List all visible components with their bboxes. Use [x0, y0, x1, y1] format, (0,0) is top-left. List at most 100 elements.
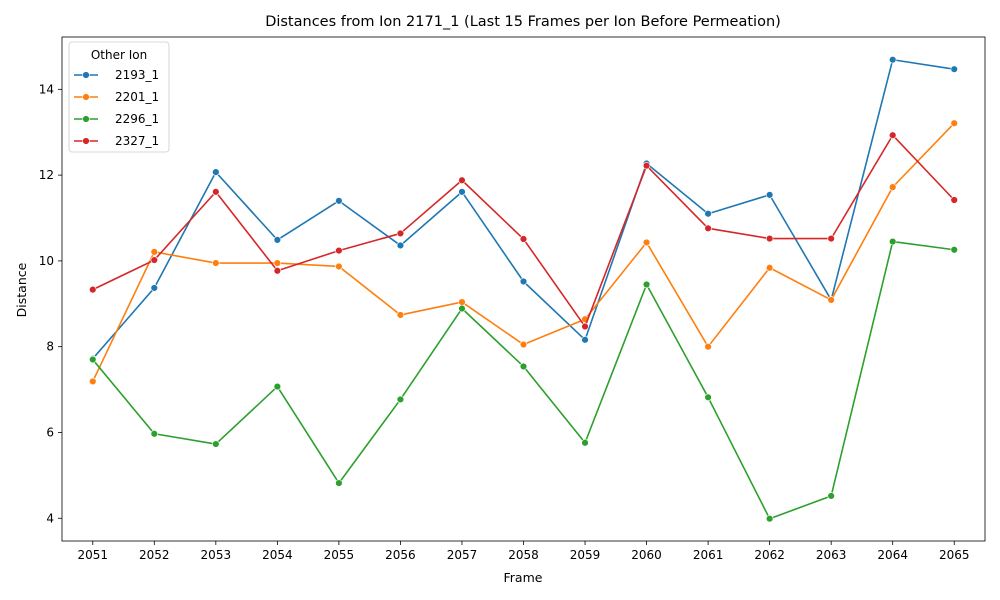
legend-box [68, 41, 170, 153]
data-point [273, 259, 282, 267]
data-point [827, 492, 835, 500]
x-tick-label: 2056 [385, 548, 416, 562]
data-point [396, 241, 405, 250]
y-tick-label: 8 [46, 340, 54, 354]
legend: Other Ion 2193_1 2201_1 2296_1 2327_1 [68, 41, 170, 153]
data-point [704, 224, 712, 233]
series-line [92, 58, 955, 360]
y-tick-label: 4 [46, 511, 54, 525]
data-point [150, 256, 159, 264]
x-axis: 2051 2052 2053 2054 2055 2056 2057 2058 2059 2060… [77, 541, 970, 562]
data-point [335, 262, 343, 271]
legend-item: 2201_1 [74, 90, 159, 104]
data-point [273, 236, 282, 244]
data-point [458, 304, 466, 313]
data-point [581, 336, 589, 344]
plot-frame [61, 36, 986, 542]
series-3 [89, 237, 958, 523]
x-axis-label: Frame [504, 570, 543, 585]
legend-item: 2193_1 [74, 68, 159, 82]
data-point [888, 131, 897, 139]
chart-title: Distances from Ion 2171_1 (Last 15 Frame… [265, 14, 781, 30]
data-point [519, 235, 528, 243]
data-point [765, 234, 774, 243]
x-tick-label: 2063 [816, 548, 847, 562]
data-point [765, 514, 774, 523]
legend-label: 2201_1 [115, 90, 159, 104]
x-tick-label: 2059 [570, 548, 601, 562]
series-4 [89, 131, 958, 331]
data-point [212, 188, 220, 196]
data-point [273, 382, 282, 391]
data-point [89, 377, 97, 386]
data-point [704, 342, 712, 351]
data-point [458, 298, 466, 306]
plot-area [61, 36, 986, 542]
legend-label: 2296_1 [115, 112, 159, 126]
data-point [519, 362, 528, 371]
series-2 [89, 119, 958, 386]
legend-label: 2327_1 [115, 134, 159, 148]
y-tick-label: 12 [39, 168, 54, 182]
data-point [212, 259, 220, 267]
x-tick-label: 2064 [877, 548, 908, 562]
x-tick-label: 2057 [447, 548, 478, 562]
series-layer [89, 56, 958, 523]
data-point [519, 277, 528, 286]
x-tick-label: 2052 [139, 548, 170, 562]
series-line [92, 134, 955, 328]
data-point [765, 264, 774, 272]
data-point [888, 56, 897, 64]
x-tick-label: 2058 [508, 548, 539, 562]
legend-swatch-marker [82, 93, 90, 101]
legend-swatch-marker [82, 71, 90, 79]
data-point [950, 246, 958, 254]
y-tick-label: 10 [39, 254, 54, 268]
data-point [458, 176, 466, 184]
x-tick-label: 2061 [693, 548, 724, 562]
data-point [581, 439, 589, 447]
data-point [642, 238, 651, 247]
x-tick-label: 2065 [939, 548, 970, 562]
y-axis-label: Distance [14, 262, 29, 317]
data-point [581, 322, 589, 331]
data-point [642, 161, 651, 170]
data-point [827, 296, 835, 304]
data-point [89, 355, 97, 364]
data-point [396, 395, 405, 404]
data-point [212, 440, 220, 448]
series-1 [89, 56, 958, 363]
x-tick-label: 2055 [324, 548, 355, 562]
data-point [704, 393, 712, 402]
x-tick-label: 2051 [77, 548, 108, 562]
y-axis: 4 6 8 10 12 14 [39, 82, 62, 525]
legend-label: 2193_1 [115, 68, 159, 82]
data-point [704, 210, 712, 218]
data-point [396, 311, 405, 319]
data-point [950, 65, 958, 73]
data-point [827, 234, 835, 243]
y-tick-label: 6 [46, 425, 54, 439]
data-point [642, 280, 651, 289]
x-tick-label: 2053 [201, 548, 232, 562]
x-tick-label: 2060 [631, 548, 662, 562]
data-point [150, 248, 159, 256]
x-tick-label: 2062 [754, 548, 785, 562]
data-point [950, 196, 958, 204]
data-point [396, 229, 405, 238]
data-point [273, 267, 282, 275]
legend-item: 2296_1 [74, 112, 159, 126]
legend-swatch-marker [82, 115, 90, 123]
legend-title: Other Ion [91, 48, 147, 62]
data-point [765, 191, 774, 199]
data-point [335, 479, 343, 487]
data-point [519, 340, 528, 349]
data-point [212, 168, 220, 176]
legend-item: 2327_1 [74, 134, 159, 148]
data-point [950, 119, 958, 127]
data-point [335, 246, 343, 255]
data-point [888, 237, 897, 246]
data-point [335, 197, 343, 205]
legend-swatch-marker [82, 137, 90, 145]
